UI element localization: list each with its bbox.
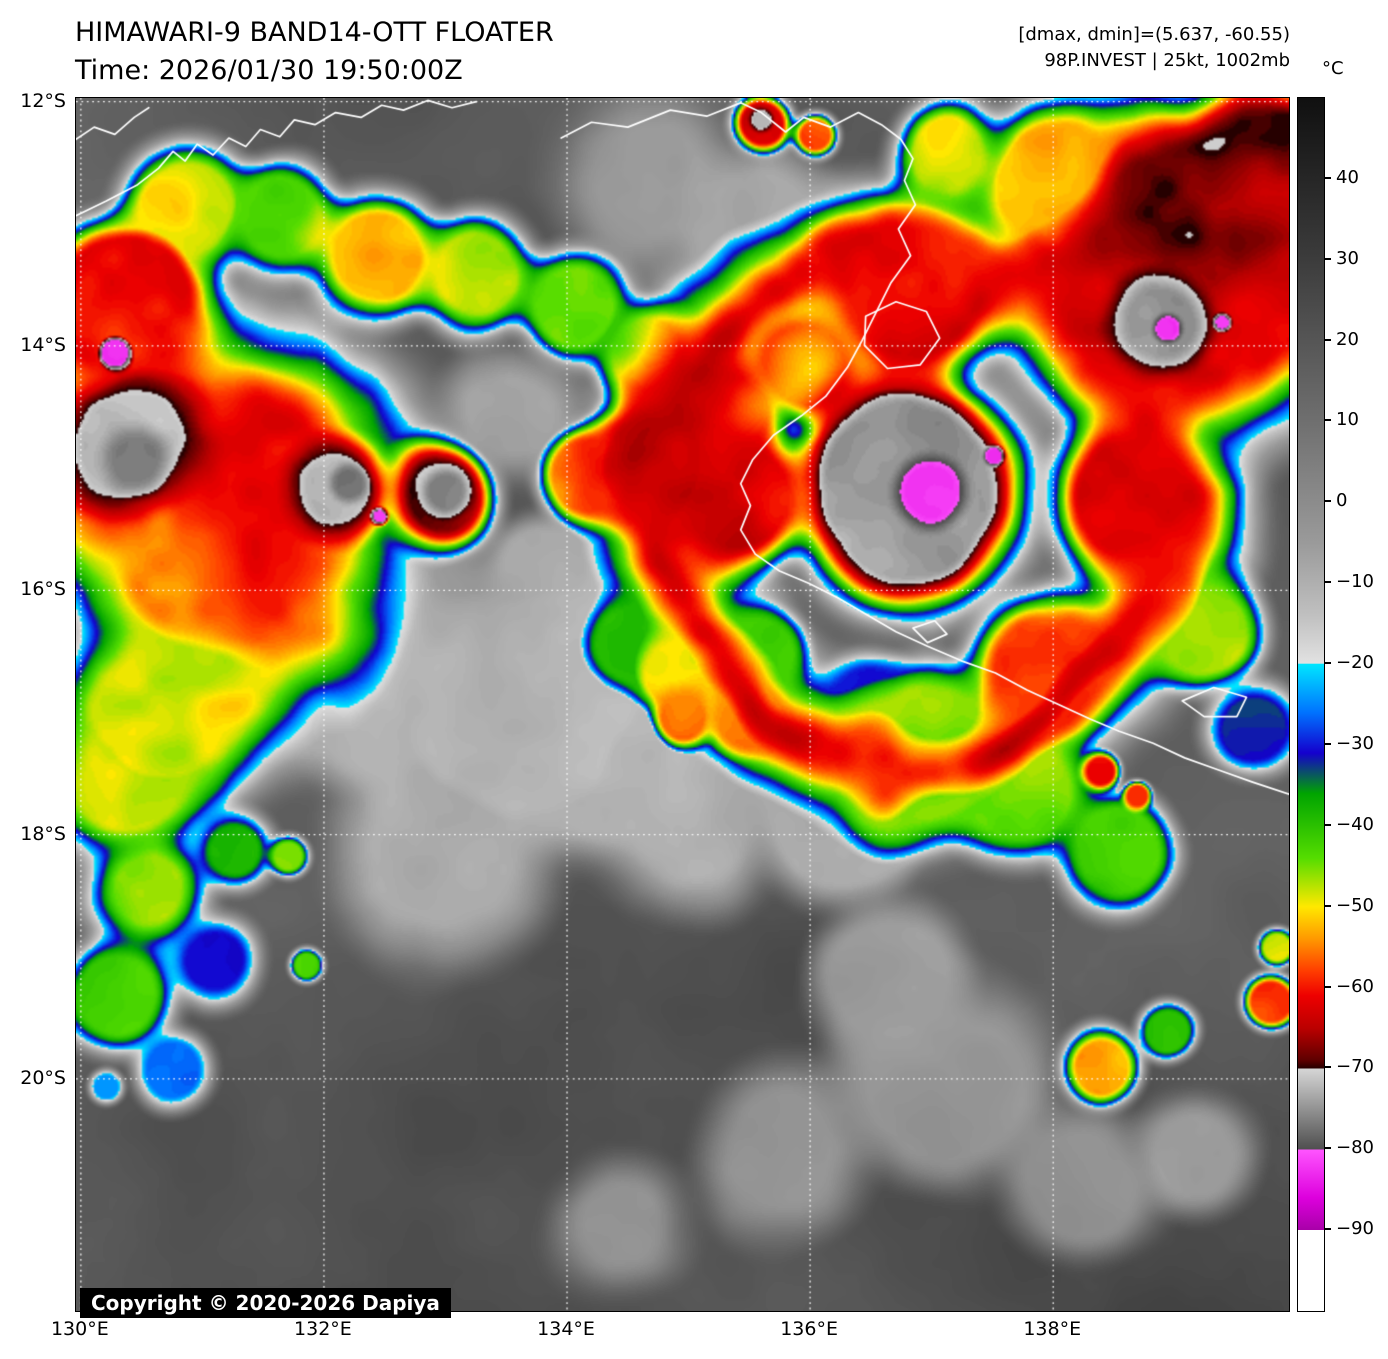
header-titles: HIMAWARI-9 BAND14-OTT FLOATER Time: 2026… bbox=[75, 14, 554, 90]
header-info: [dmax, dmin]=(5.637, -60.55) 98P.INVEST … bbox=[1018, 22, 1290, 74]
colorbar-tick-label: 0 bbox=[1336, 490, 1348, 512]
lat-axis-label: 14°S bbox=[20, 333, 66, 356]
colorbar-tick-label: −10 bbox=[1336, 571, 1374, 593]
colorbar-tick-label: −90 bbox=[1336, 1218, 1374, 1240]
colorbar-tick-mark bbox=[1325, 581, 1331, 584]
colorbar-tick-mark bbox=[1325, 985, 1331, 988]
lat-axis-label: 12°S bbox=[20, 89, 66, 112]
colorbar-tick-mark bbox=[1325, 742, 1331, 745]
lat-axis-label: 16°S bbox=[20, 578, 66, 601]
colorbar-tick-label: 20 bbox=[1336, 328, 1359, 350]
lon-axis-label: 134°E bbox=[537, 1318, 595, 1340]
info-line-2: 98P.INVEST | 25kt, 1002mb bbox=[1044, 50, 1290, 71]
lon-axis-label: 136°E bbox=[780, 1318, 838, 1340]
colorbar-tick-label: 10 bbox=[1336, 409, 1359, 431]
colorbar-tick-label: −40 bbox=[1336, 813, 1374, 835]
copyright-badge: Copyright © 2020-2026 Dapiya bbox=[80, 1288, 451, 1318]
colorbar-tick-label: −30 bbox=[1336, 732, 1374, 754]
colorbar-tick-mark bbox=[1325, 904, 1331, 907]
colorbar-tick-mark bbox=[1325, 1066, 1331, 1069]
colorbar-tick-mark bbox=[1325, 823, 1331, 826]
colorbar-tick-label: 40 bbox=[1336, 166, 1359, 188]
colorbar-tick-label: −70 bbox=[1336, 1056, 1374, 1078]
colorbar-unit-label: °C bbox=[1322, 58, 1344, 79]
colorbar-tick-mark bbox=[1325, 338, 1331, 341]
title-line-2: Time: 2026/01/30 19:50:00Z bbox=[75, 55, 463, 86]
lon-axis-label: 138°E bbox=[1023, 1318, 1082, 1340]
colorbar-tick-mark bbox=[1325, 257, 1331, 260]
colorbar-tick-label: −80 bbox=[1336, 1137, 1374, 1159]
colorbar-tick-label: 30 bbox=[1336, 247, 1359, 269]
colorbar-tick-mark bbox=[1325, 662, 1331, 665]
colorbar-tick-label: −50 bbox=[1336, 894, 1374, 916]
satellite-map: Copyright © 2020-2026 Dapiya bbox=[75, 97, 1290, 1318]
colorbar-tick-mark bbox=[1325, 500, 1331, 503]
info-line-1: [dmax, dmin]=(5.637, -60.55) bbox=[1018, 24, 1290, 45]
lon-axis-label: 130°E bbox=[50, 1318, 109, 1340]
colorbar-tick-mark bbox=[1325, 1147, 1331, 1150]
lat-axis-label: 20°S bbox=[20, 1066, 66, 1089]
title-line-1: HIMAWARI-9 BAND14-OTT FLOATER bbox=[75, 17, 554, 48]
colorbar-tick-mark bbox=[1325, 419, 1331, 422]
colorbar-tick-mark bbox=[1325, 1228, 1331, 1231]
colorbar bbox=[1297, 97, 1325, 1312]
colorbar-tick-label: −60 bbox=[1336, 975, 1374, 997]
satellite-image-canvas bbox=[76, 98, 1289, 1311]
lat-axis-label: 18°S bbox=[20, 822, 66, 845]
colorbar-tick-label: −20 bbox=[1336, 652, 1374, 674]
lon-axis-label: 132°E bbox=[294, 1318, 352, 1340]
colorbar-tick-mark bbox=[1325, 176, 1331, 179]
